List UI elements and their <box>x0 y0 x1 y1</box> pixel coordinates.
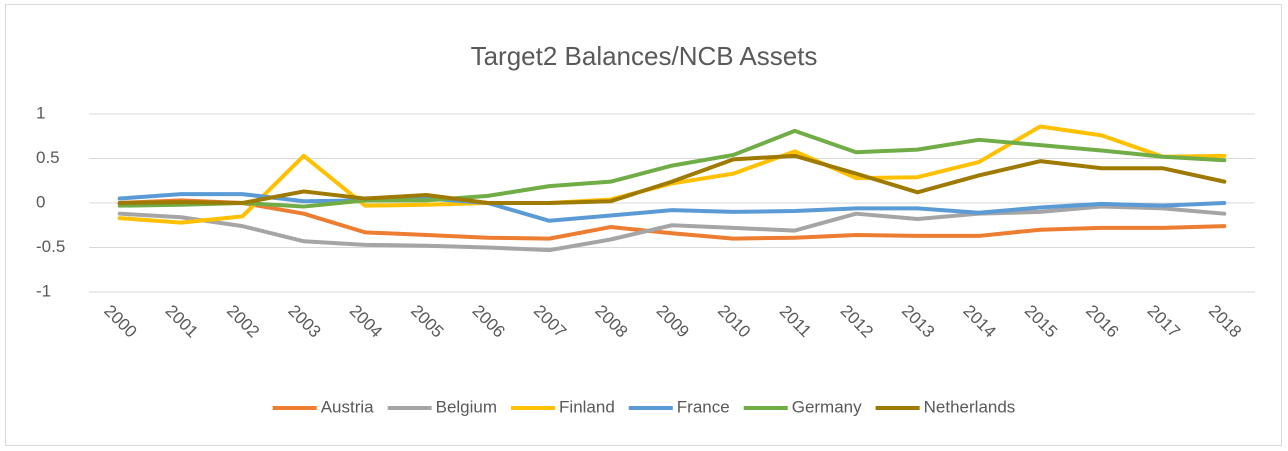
chart-border <box>5 4 1282 446</box>
legend-label: Austria <box>321 397 374 416</box>
y-tick-label: -0.5 <box>36 237 65 256</box>
series-line <box>117 153 1227 205</box>
legend-label: Belgium <box>436 397 497 416</box>
series-line <box>117 204 1227 253</box>
legend-label: France <box>677 397 730 416</box>
y-tick-label: 0 <box>36 192 45 211</box>
y-tick-label: 0.5 <box>36 148 60 167</box>
series-line <box>117 192 1227 223</box>
series-line <box>117 198 1227 241</box>
chart-title: Target2 Balances/NCB Assets <box>471 41 818 71</box>
legend-label: Netherlands <box>924 397 1016 416</box>
series-line <box>117 128 1227 209</box>
y-tick-label: 1 <box>36 103 45 122</box>
y-tick-label: -1 <box>36 281 51 300</box>
legend-label: Germany <box>792 397 862 416</box>
legend-label: Finland <box>559 397 615 416</box>
